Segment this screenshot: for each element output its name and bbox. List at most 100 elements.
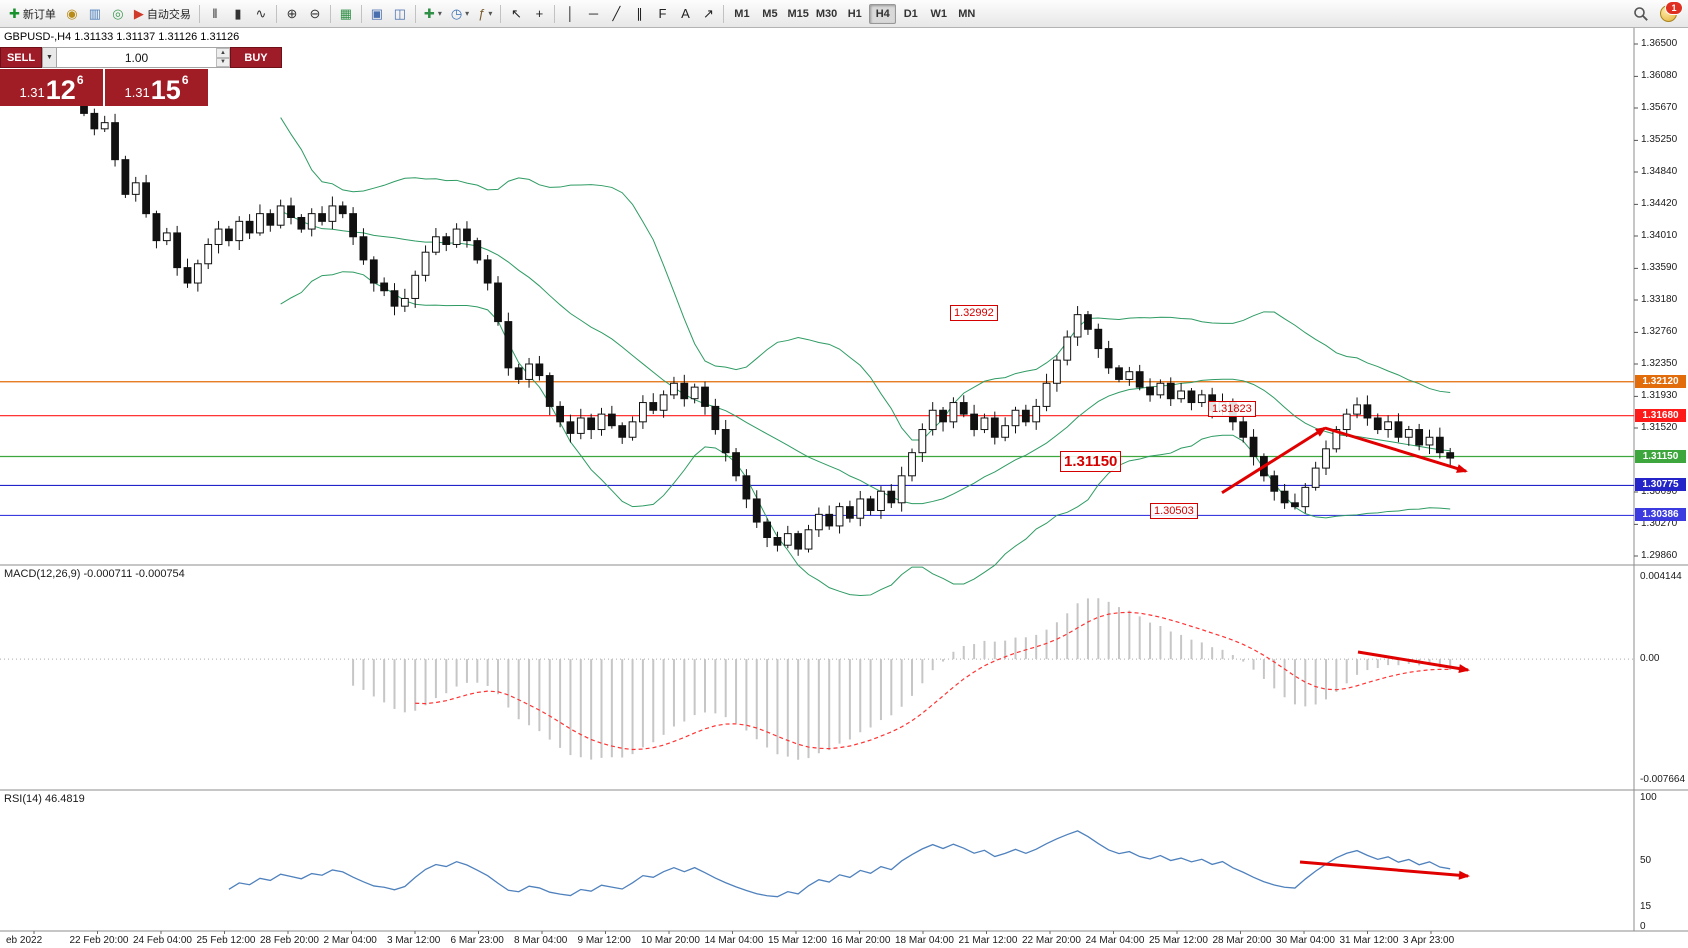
candle xyxy=(1011,409,1020,427)
candle xyxy=(1042,382,1051,407)
new-order-button-label: 新订单 xyxy=(22,8,56,21)
candle xyxy=(535,363,544,377)
fibonacci-button[interactable]: F xyxy=(651,3,673,25)
search-icon[interactable] xyxy=(1632,5,1650,23)
timeframe-h4-button[interactable]: H4 xyxy=(869,3,897,24)
trend-arrow[interactable] xyxy=(1357,650,1469,672)
new-order-button[interactable]: ✚ 新订单 xyxy=(5,3,60,25)
tile-windows-button[interactable]: ▣ xyxy=(366,3,388,25)
arrows-tool-icon: ↗ xyxy=(702,6,714,21)
horizontal-line-button[interactable]: ─ xyxy=(582,3,604,25)
autotrading-icon: ▶ xyxy=(133,6,144,21)
sell-button[interactable]: SELL xyxy=(0,47,42,68)
price-annotation-label[interactable]: 1.32992 xyxy=(950,305,998,322)
crosshair-icon: + xyxy=(535,6,544,21)
candle xyxy=(1373,417,1382,431)
volume-decrease-button[interactable]: ▼ xyxy=(216,57,230,67)
crosshair-button[interactable]: + xyxy=(528,3,550,25)
line-chart-button[interactable]: ∿ xyxy=(250,3,272,25)
candle xyxy=(1384,421,1392,431)
timeframe-m1-button[interactable]: M1 xyxy=(728,4,755,24)
new-chart-button[interactable]: ✚ ▾ xyxy=(420,3,446,25)
timeframe-m15-button[interactable]: M15 xyxy=(784,4,811,24)
candle xyxy=(152,213,161,242)
candle xyxy=(483,259,492,284)
candle xyxy=(866,498,875,512)
candle xyxy=(432,236,440,253)
trend-arrow[interactable] xyxy=(1221,426,1326,495)
candle xyxy=(1239,421,1248,438)
vertical-line-button[interactable]: │ xyxy=(559,3,581,25)
candle xyxy=(225,228,233,242)
trend-arrow[interactable] xyxy=(1299,860,1469,878)
zoom-out-button[interactable]: ⊖ xyxy=(304,3,326,25)
bollinger-upper[interactable] xyxy=(280,117,1451,441)
bar-chart-button[interactable]: ‖ xyxy=(204,3,226,25)
buy-price-big: 15 xyxy=(150,74,181,105)
arrows-tool-button[interactable]: ↗ xyxy=(697,3,719,25)
time-axis-tick: 25 Mar 12:00 xyxy=(1149,935,1208,946)
candle xyxy=(918,429,927,454)
channel-button[interactable]: ∥ xyxy=(628,3,650,25)
candle xyxy=(256,213,264,234)
volume-increase-button[interactable]: ▲ xyxy=(216,48,230,58)
market-watch-button[interactable]: ◉ xyxy=(61,3,83,25)
candle xyxy=(856,498,865,519)
panel-collapse-button[interactable]: ▼ xyxy=(42,47,57,68)
trendline-button[interactable]: ╱ xyxy=(605,3,627,25)
buy-price-display[interactable]: 1.31 15 6 xyxy=(105,69,208,106)
candle xyxy=(732,452,740,477)
volume-input[interactable] xyxy=(57,48,216,67)
candle xyxy=(1404,429,1413,438)
bollinger-lower[interactable] xyxy=(280,271,1451,596)
profiles-button[interactable]: ◷ ▾ xyxy=(447,3,473,25)
timeframe-mn-button[interactable]: MN xyxy=(953,4,980,24)
candle xyxy=(721,429,730,454)
timeframe-d1-button[interactable]: D1 xyxy=(897,4,924,24)
chart-ohlc-header: GBPUSD-,H4 1.31133 1.31137 1.31126 1.311… xyxy=(4,31,240,43)
text-button[interactable]: A xyxy=(674,3,696,25)
buy-button[interactable]: BUY xyxy=(230,47,282,68)
sell-price-display[interactable]: 1.31 12 6 xyxy=(0,69,103,106)
candle xyxy=(1073,314,1082,338)
horizontal-line-icon: ─ xyxy=(588,6,599,21)
cursor-button[interactable]: ↖ xyxy=(505,3,527,25)
candlestick-chart-button[interactable]: ▮ xyxy=(227,3,249,25)
price-annotation-label[interactable]: 1.31150 xyxy=(1060,450,1122,472)
candle xyxy=(783,533,792,546)
candle xyxy=(297,216,306,230)
timeframe-m5-button[interactable]: M5 xyxy=(756,4,783,24)
auto-arrange-button[interactable]: ▦ xyxy=(335,3,357,25)
time-axis-tick: 22 Feb 20:00 xyxy=(69,935,129,946)
candle xyxy=(369,259,378,284)
timeframe-h1-button[interactable]: H1 xyxy=(841,4,868,24)
autotrading-button[interactable]: ▶ 自动交易 xyxy=(130,3,195,25)
price-annotation-label[interactable]: 1.30503 xyxy=(1150,503,1198,520)
tile-windows-icon: ▣ xyxy=(370,6,384,21)
candle xyxy=(556,405,565,423)
trend-arrow[interactable] xyxy=(1324,426,1467,473)
candle xyxy=(214,228,223,245)
zoom-in-button[interactable]: ⊕ xyxy=(281,3,303,25)
candle xyxy=(1053,359,1061,384)
cascade-windows-button[interactable]: ◫ xyxy=(389,3,411,25)
candle xyxy=(1115,367,1123,380)
candle xyxy=(514,367,523,380)
toolbar-separator xyxy=(198,4,200,23)
notifications-icon[interactable]: 1 xyxy=(1660,1,1683,22)
candle xyxy=(597,413,606,431)
navigator-button[interactable]: ◎ xyxy=(107,3,129,25)
indicators-button[interactable]: ƒ ▾ xyxy=(474,3,496,25)
price-annotation-label[interactable]: 1.31823 xyxy=(1208,400,1256,417)
timeframe-m30-button[interactable]: M30 xyxy=(813,4,840,24)
time-axis-tick: 22 Mar 20:00 xyxy=(1022,935,1081,946)
toolbar-separator xyxy=(275,4,277,23)
candle xyxy=(183,267,192,284)
cascade-windows-icon: ◫ xyxy=(393,6,407,21)
candle xyxy=(245,220,254,234)
data-window-button[interactable]: ▥ xyxy=(84,3,106,25)
toolbar-separator xyxy=(329,4,331,23)
timeframe-w1-button[interactable]: W1 xyxy=(925,4,952,24)
rsi-indicator-label: RSI(14) 46.4819 xyxy=(4,793,85,805)
